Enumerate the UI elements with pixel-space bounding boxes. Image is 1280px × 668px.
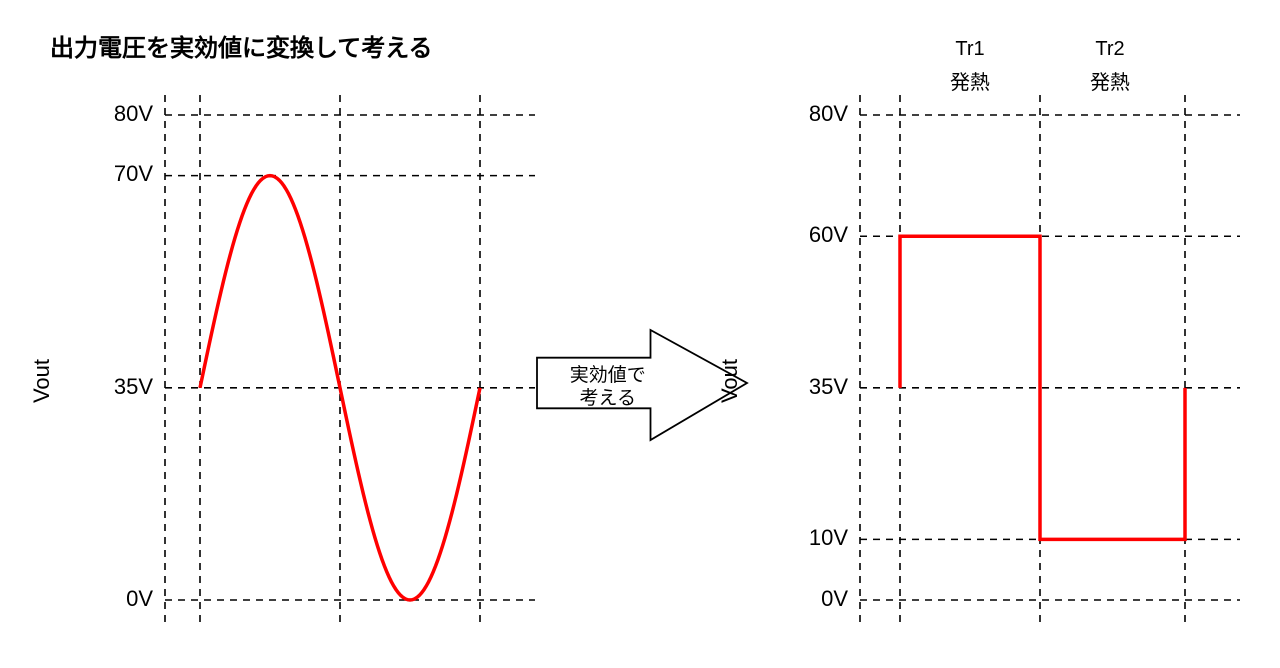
top-label: Tr2 [1065, 38, 1155, 61]
ytick-label: 60V [788, 222, 848, 248]
chart-right [0, 0, 1280, 668]
figure-root: 出力電圧を実効値に変換して考える Vout 80V70V35V0V 実効値で 考… [0, 0, 1280, 668]
ytick-label: 0V [788, 586, 848, 612]
ytick-label: 80V [788, 101, 848, 127]
top-label: 発熱 [925, 66, 1015, 95]
top-label: 発熱 [1065, 66, 1155, 95]
ylabel-right: Vout [717, 359, 743, 403]
top-label: Tr1 [925, 38, 1015, 61]
ytick-label: 10V [788, 525, 848, 551]
ytick-label: 35V [788, 374, 848, 400]
